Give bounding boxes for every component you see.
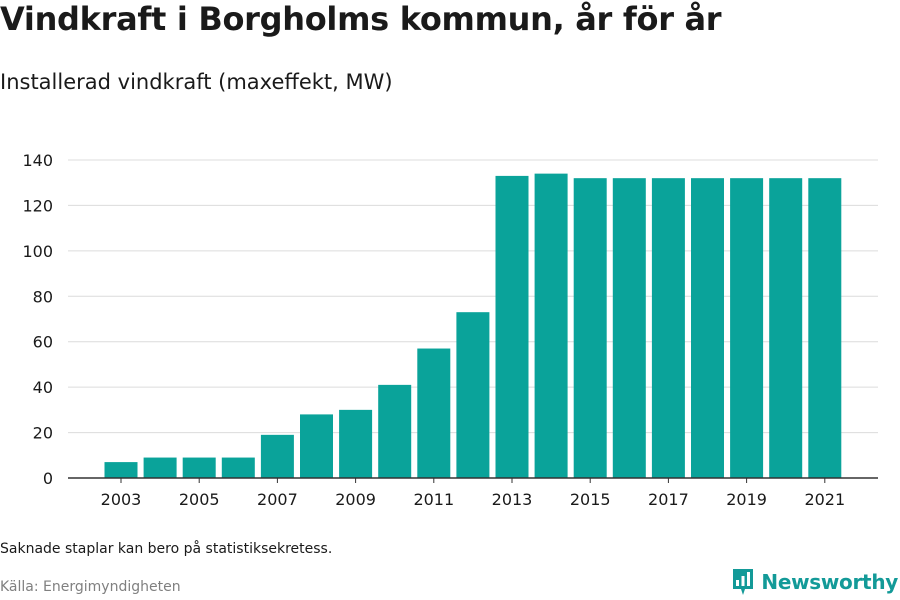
bar (300, 414, 333, 478)
y-tick-label: 120 (22, 196, 53, 215)
bar-chart: 0 20 40 60 80 100 120 140 2003 2005 2007 2009 2011 20… (22, 151, 878, 509)
x-tick-label: 2013 (492, 490, 533, 509)
bar (417, 348, 451, 478)
x-tick-label: 2009 (335, 490, 376, 509)
axes: 0 20 40 60 80 100 120 140 2003 2005 2007 2009 2011 20… (22, 151, 878, 509)
x-tick-label: 2019 (726, 490, 767, 509)
brand-name: Newsworthy (761, 570, 898, 594)
bar (651, 178, 685, 478)
bar (182, 457, 216, 478)
y-tick-label: 80 (33, 287, 53, 306)
bar (104, 462, 138, 478)
x-tick-label: 2005 (179, 490, 220, 509)
y-tick-label: 20 (33, 424, 53, 443)
bar (534, 173, 568, 478)
y-tick-label: 60 (33, 333, 53, 352)
chart-subtitle: Installerad vindkraft (maxeffekt, MW) (0, 70, 393, 94)
footnote: Saknade staplar kan bero på statistiksek… (0, 541, 333, 557)
bars (104, 173, 842, 478)
bar (730, 178, 764, 478)
x-tick-label: 2011 (413, 490, 454, 509)
bar (143, 457, 177, 478)
y-tick-label: 40 (33, 378, 53, 397)
newsworthy-logo-icon (733, 569, 754, 595)
bar (612, 178, 646, 478)
bar (808, 178, 842, 478)
x-tick-label: 2021 (804, 490, 845, 509)
bar (339, 409, 373, 478)
chart-title: Vindkraft i Borgholms kommun, år för år (0, 0, 722, 38)
bar (378, 384, 412, 478)
x-tick-label: 2015 (570, 490, 611, 509)
y-tick-label: 100 (22, 242, 53, 261)
y-tick-label: 140 (22, 151, 53, 170)
bar (573, 178, 607, 478)
x-tick-label: 2003 (101, 490, 142, 509)
x-tick-label: 2017 (648, 490, 689, 509)
bar (769, 178, 803, 478)
x-tick-label: 2007 (257, 490, 298, 509)
bar (221, 457, 255, 478)
bar (456, 312, 490, 478)
source-label: Källa: Energimyndigheten (0, 579, 181, 595)
bar (495, 175, 529, 478)
bar (691, 178, 724, 478)
bar (260, 434, 294, 478)
y-tick-label: 0 (43, 469, 53, 488)
newsworthy-brand: Newsworthy (731, 566, 898, 598)
